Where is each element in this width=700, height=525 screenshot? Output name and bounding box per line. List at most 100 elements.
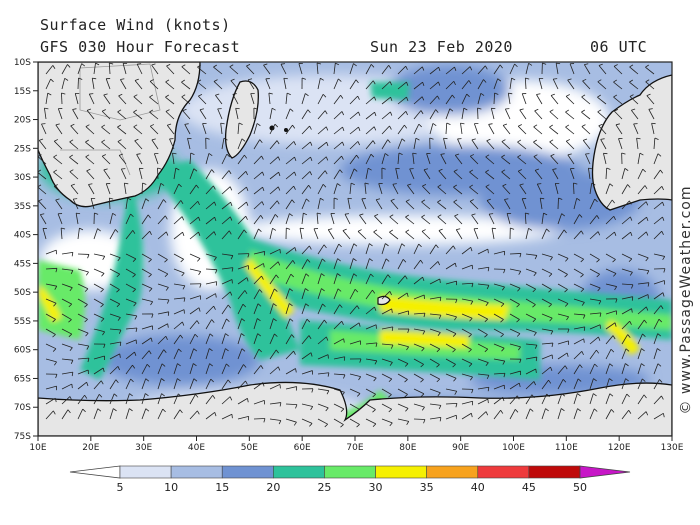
lat-label: 20S xyxy=(14,116,31,126)
wind-barb-feather xyxy=(342,228,347,231)
wind-barb-feather xyxy=(407,328,410,333)
wind-barb xyxy=(313,228,319,240)
wind-barb xyxy=(524,212,527,225)
wind-barb xyxy=(392,184,399,195)
wind-barb-feather xyxy=(611,409,615,413)
wind-barb-feather xyxy=(211,319,215,323)
wind-barb xyxy=(485,186,495,195)
wind-barb xyxy=(205,363,210,375)
wind-barb-feather xyxy=(613,216,616,221)
wind-barb xyxy=(477,343,488,350)
wind-barb xyxy=(374,215,383,225)
wind-barb-feather xyxy=(259,139,263,143)
wind-barb xyxy=(205,305,214,315)
wind-barb xyxy=(413,81,423,90)
wind-barb-feather xyxy=(629,79,634,83)
wind-barb-feather xyxy=(438,67,441,72)
wind-barb-feather xyxy=(630,232,633,237)
wind-barb xyxy=(365,289,373,300)
wind-barb-feather xyxy=(226,153,230,158)
wind-barb xyxy=(365,403,376,410)
wind-barb xyxy=(613,96,623,105)
wind-barb-feather xyxy=(274,123,279,128)
wind-barb-feather xyxy=(609,363,614,367)
wind-barb xyxy=(93,355,105,360)
wind-barb-feather xyxy=(525,77,530,80)
wind-barb-feather xyxy=(503,123,508,126)
wind-barb xyxy=(365,388,376,395)
wind-barb xyxy=(488,213,495,225)
colorbar-segment xyxy=(477,465,530,479)
wind-barb xyxy=(237,318,243,330)
wind-barb xyxy=(42,228,47,240)
wind-barb xyxy=(285,386,297,390)
wind-barb xyxy=(437,216,447,225)
wind-barb xyxy=(509,298,520,305)
wind-barb-feather xyxy=(86,345,90,350)
wind-barb xyxy=(653,201,663,210)
wind-barb xyxy=(189,168,195,180)
wind-barb xyxy=(317,336,327,345)
wind-barb-feather xyxy=(82,408,86,413)
wind-barb-feather xyxy=(388,408,392,413)
wind-barb-feather xyxy=(340,424,344,428)
wind-barb-feather xyxy=(600,138,605,140)
wind-barb-feather xyxy=(606,167,611,170)
wind-barb xyxy=(189,184,197,195)
wind-barb xyxy=(157,283,169,288)
wind-barb xyxy=(349,322,360,330)
wind-barb-feather xyxy=(390,96,393,102)
wind-barb xyxy=(454,155,463,165)
wind-barb xyxy=(493,328,504,335)
wind-barb-feather xyxy=(118,93,123,97)
wind-barb xyxy=(381,388,392,395)
wind-barb-feather xyxy=(289,108,294,112)
wind-barb-feather xyxy=(596,349,600,354)
wind-barb xyxy=(77,228,80,240)
wind-barb xyxy=(502,185,511,195)
colorbar-segment xyxy=(426,465,479,479)
wind-barb-feather xyxy=(406,81,409,86)
wind-barb xyxy=(117,111,127,120)
wind-barb-feather xyxy=(101,109,106,112)
wind-barb xyxy=(333,388,345,393)
wind-barb xyxy=(45,313,56,320)
wind-barb xyxy=(349,95,358,105)
wind-barb xyxy=(557,379,564,390)
wind-barb-feather xyxy=(483,79,487,83)
wind-barb xyxy=(589,215,598,225)
wind-barb xyxy=(333,169,341,180)
wind-barb-feather xyxy=(518,271,522,275)
wind-barb-feather xyxy=(230,78,235,82)
wind-barb xyxy=(461,282,474,285)
wind-barb-feather xyxy=(295,368,297,373)
wind-barb xyxy=(120,79,127,90)
wind-barb xyxy=(413,388,425,395)
wind-barb xyxy=(317,170,326,180)
wind-barb xyxy=(133,126,143,135)
wind-barb xyxy=(567,79,575,90)
wind-barb-feather xyxy=(631,308,633,313)
wind-barb xyxy=(421,216,431,225)
wind-barb xyxy=(189,378,195,390)
wind-barb xyxy=(381,291,391,300)
wind-barb-feather xyxy=(645,79,650,83)
wind-barb xyxy=(38,140,47,150)
wind-barb-feather xyxy=(358,126,361,131)
wind-barb-feather xyxy=(295,404,298,409)
wind-barb xyxy=(637,363,642,375)
wind-barb-feather xyxy=(598,63,603,66)
wind-barb-feather xyxy=(374,306,377,311)
wind-barb-feather xyxy=(501,286,505,291)
wind-barb-feather xyxy=(502,360,506,365)
colorbar-label: 45 xyxy=(522,481,536,494)
wind-barb xyxy=(72,109,79,120)
wind-barb xyxy=(189,231,199,240)
wind-barb-feather xyxy=(422,277,425,282)
wind-barb-feather xyxy=(341,111,345,116)
wind-barb xyxy=(525,394,533,405)
wind-barb xyxy=(501,141,511,150)
wind-barb xyxy=(205,293,216,300)
wind-barb-feather xyxy=(274,214,279,218)
wind-barb xyxy=(189,307,200,315)
